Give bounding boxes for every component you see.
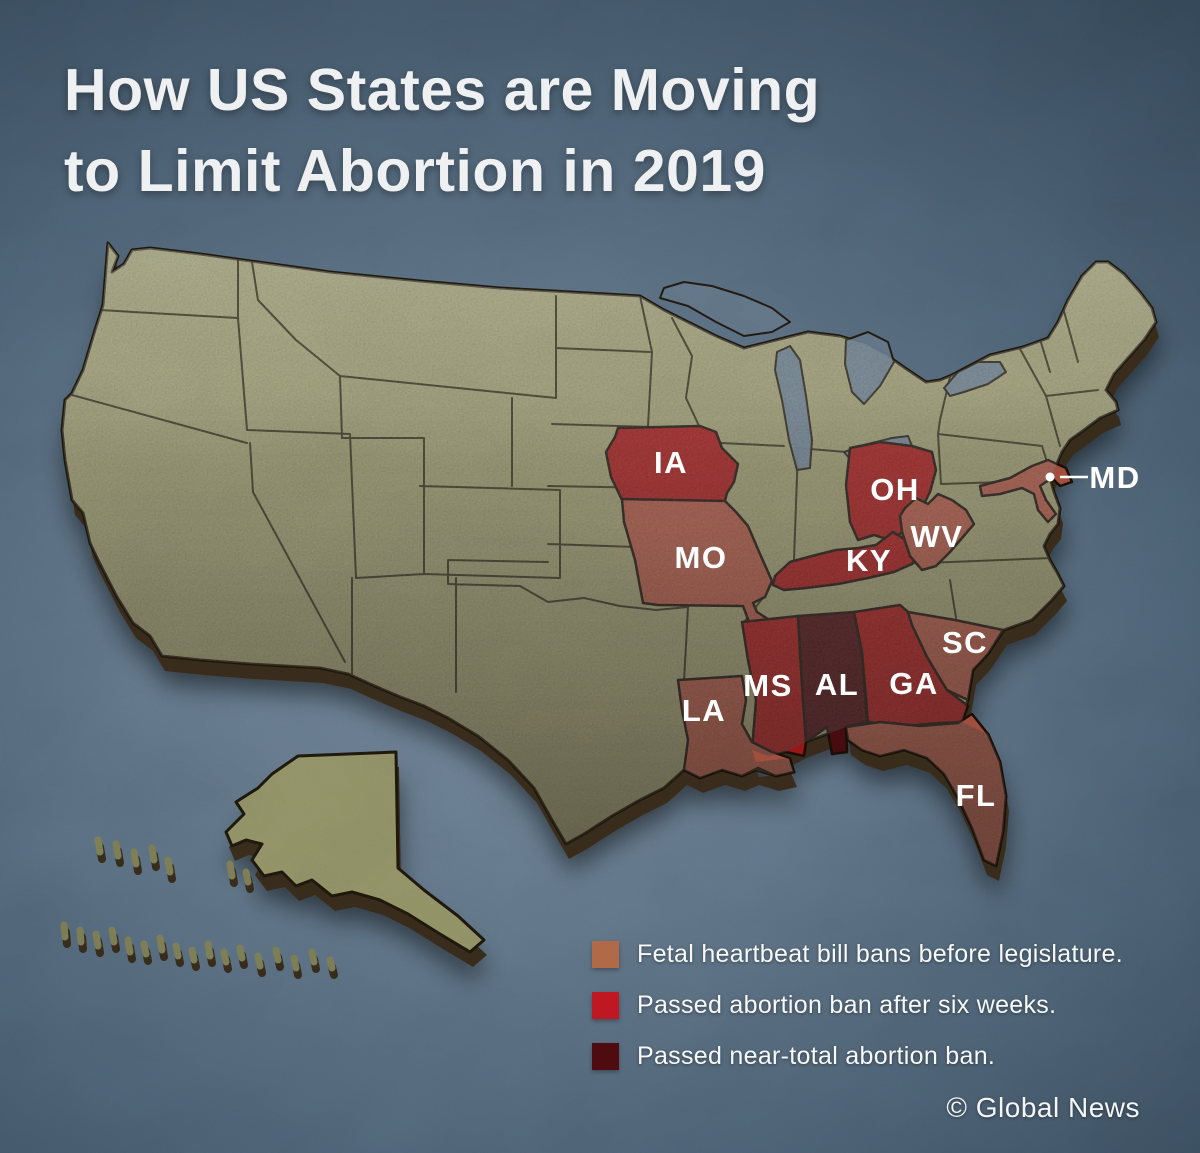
legend-item-six-weeks: Passed abortion ban after six weeks. xyxy=(592,991,1123,1019)
title-line-2: to Limit Abortion in 2019 xyxy=(64,137,766,204)
state-label-FL: FL xyxy=(956,778,997,813)
legend-label-near-total: Passed near-total abortion ban. xyxy=(637,1042,996,1070)
legend-item-near-total: Passed near-total abortion ban. xyxy=(592,1042,1123,1070)
legend-swatch-six-weeks xyxy=(592,992,619,1019)
state-label-KY: KY xyxy=(846,543,892,578)
md-callout xyxy=(1045,472,1088,482)
state-label-MD: MD xyxy=(1089,460,1140,495)
legend-swatch-near-total xyxy=(592,1043,619,1070)
state-label-OH: OH xyxy=(870,472,920,507)
legend-label-heartbeat: Fetal heartbeat bill bans before legisla… xyxy=(637,940,1124,968)
legend: Fetal heartbeat bill bans before legisla… xyxy=(592,940,1124,1094)
state-label-AL: AL xyxy=(815,667,859,702)
state-label-SC: SC xyxy=(942,625,988,660)
title-line-1: How US States are Moving xyxy=(64,57,821,123)
state-label-WV: WV xyxy=(911,519,964,554)
page-title: How US States are Moving to Limit Aborti… xyxy=(64,50,820,212)
state-label-MO: MO xyxy=(675,540,728,575)
state-label-GA: GA xyxy=(889,666,939,701)
state-label-IA: IA xyxy=(654,445,688,480)
legend-item-heartbeat: Fetal heartbeat bill bans before legisla… xyxy=(592,940,1124,968)
state-label-MS: MS xyxy=(743,668,793,703)
legend-label-six-weeks: Passed abortion ban after six weeks. xyxy=(637,991,1057,1019)
credit: © Global News xyxy=(946,1092,1140,1123)
legend-swatch-heartbeat xyxy=(592,941,619,968)
md-callout-dot xyxy=(1045,472,1055,482)
state-label-LA: LA xyxy=(682,693,726,728)
